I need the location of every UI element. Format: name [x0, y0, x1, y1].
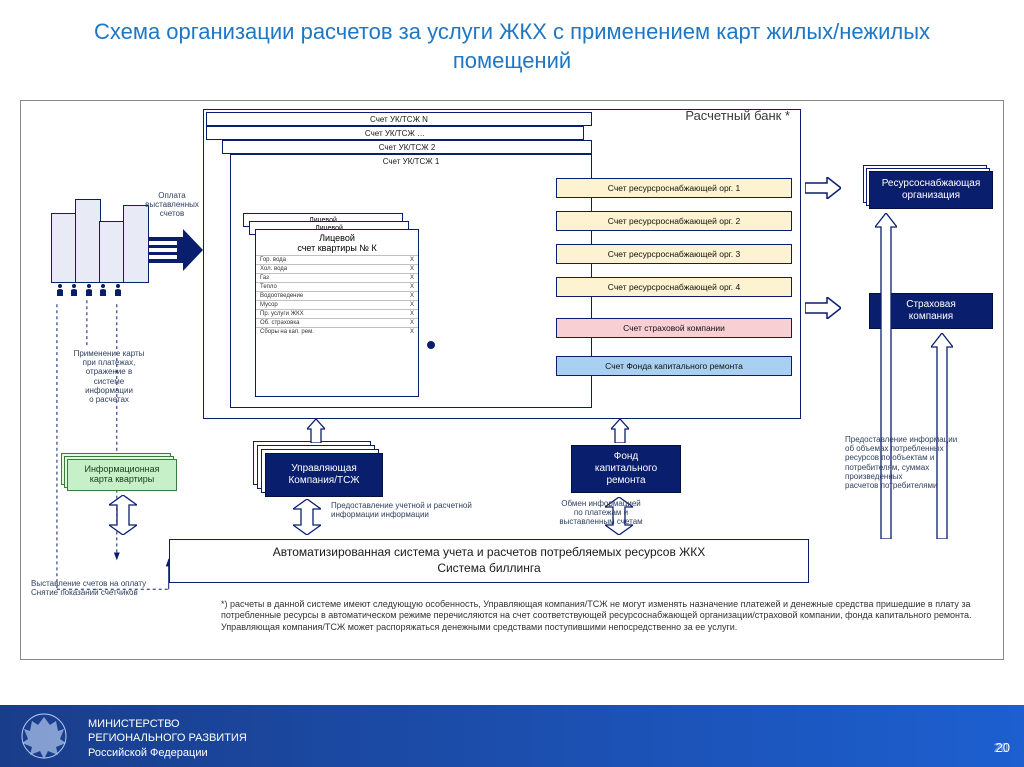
footer-l1: МИНИСТЕРСТВО — [88, 717, 1024, 731]
slide-title: Схема организации расчетов за услуги ЖКХ… — [0, 0, 1024, 85]
resource-org-box: Ресурсоснабжающая организация — [869, 171, 993, 209]
billing-line2: Система биллинга — [170, 561, 808, 577]
slide-number: 20 — [996, 740, 1010, 757]
card-use-label: Применение карты при платежах, отражение… — [59, 349, 159, 404]
uk-tab-dots: Счет УК/ТСЖ … — [207, 127, 583, 140]
apt-title-l2: счет квартиры № К — [297, 243, 376, 253]
bills-meters-label: Выставление счетов на оплату Снятие пока… — [31, 579, 181, 597]
service-row: МусорX — [256, 300, 418, 309]
apt-title: Лицевой счет квартиры № К — [256, 230, 418, 255]
diagram-canvas: Оплата выставленных счетов Расчетный бан… — [20, 100, 1004, 660]
apt-title-l1: Лицевой — [319, 233, 355, 243]
footer-l3: Российской Федерации — [88, 746, 1024, 760]
bank-container: Расчетный банк * Счет УК/ТСЖ N Счет УК/Т… — [203, 109, 801, 419]
account-strip: Счет страховой компании — [556, 318, 792, 338]
service-row: Пр. услуги ЖКХX — [256, 309, 418, 318]
service-row: ГазX — [256, 273, 418, 282]
provision-info-label: Предоставление информации об объемах пот… — [845, 435, 995, 490]
service-row: Сборы на кап. рем.X — [256, 327, 418, 336]
account-strip: Счет ресурсроснабжающей орг. 2 — [556, 211, 792, 231]
service-row: ВодоотведениеX — [256, 291, 418, 300]
billing-line1: Автоматизированная система учета и расче… — [170, 545, 808, 561]
info-card-box: Информационная карта квартиры — [67, 459, 177, 491]
uk-tab-2: Счет УК/ТСЖ 2 — [223, 141, 591, 154]
uk-account-stack: Счет УК/ТСЖ N Счет УК/ТСЖ … Счет УК/ТСЖ … — [206, 112, 596, 412]
emblem-icon — [10, 709, 78, 763]
payment-label: Оплата выставленных счетов — [143, 191, 201, 219]
apartment-account-main: Лицевой счет квартиры № К Гор. водаXХол.… — [255, 229, 419, 397]
arrow-company-billing — [293, 499, 321, 535]
uk-tab-n: Счет УК/ТСЖ N — [207, 113, 591, 126]
account-strip: Счет Фонда капитального ремонта — [556, 356, 792, 376]
service-row: Об. страховкаX — [256, 318, 418, 327]
arrow-to-insurance — [805, 297, 841, 319]
arrow-fund-up — [611, 419, 629, 443]
arrow-company-up — [307, 419, 325, 443]
footnote-text: *) расчеты в данной системе имеют следую… — [221, 599, 993, 633]
arrow-card-billing — [109, 495, 137, 535]
join-dot — [427, 341, 435, 349]
accounting-info-label: Предоставление учетной и расчетной инфор… — [331, 501, 511, 519]
arrow-to-resource — [805, 177, 841, 199]
apartment-account-stack: Лицевой Лицевой Лицевой счет квартиры № … — [243, 213, 423, 443]
service-row: Хол. водаX — [256, 264, 418, 273]
account-strip: Счет ресурсроснабжающей орг. 3 — [556, 244, 792, 264]
billing-system-box: Автоматизированная система учета и расче… — [169, 539, 809, 583]
bank-label: Расчетный банк * — [685, 108, 790, 123]
footer-l2: РЕГИОНАЛЬНОГО РАЗВИТИЯ — [88, 731, 1024, 745]
account-strip: Счет ресурсроснабжающей орг. 1 — [556, 178, 792, 198]
exchange-label: Обмен информацией по платежам и выставле… — [541, 499, 661, 527]
service-row: ТеплоX — [256, 282, 418, 291]
uk-tab-1: Счет УК/ТСЖ 1 — [231, 155, 591, 168]
service-row: Гор. водаX — [256, 255, 418, 264]
payment-arrow — [149, 229, 203, 271]
footer-bar: МИНИСТЕРСТВО РЕГИОНАЛЬНОГО РАЗВИТИЯ Росс… — [0, 705, 1024, 767]
fund-box: Фонд капитального ремонта — [571, 445, 681, 493]
managing-company-box: Управляющая Компания/ТСЖ — [265, 453, 383, 497]
buildings-icon — [51, 183, 151, 293]
account-strip: Счет ресурсроснабжающей орг. 4 — [556, 277, 792, 297]
